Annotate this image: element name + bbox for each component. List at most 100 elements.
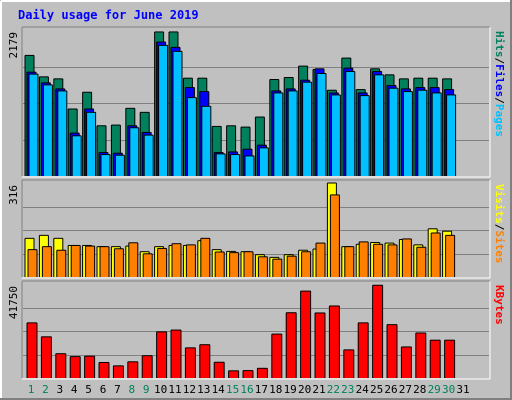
bar-sites-day-6	[99, 246, 110, 277]
bar-pages-day-14	[215, 153, 226, 176]
x-label-day-31: 31	[456, 383, 469, 396]
bar-kbytes-day-14	[213, 361, 225, 378]
bar-sites-day-25	[373, 243, 384, 277]
bar-pages-day-26	[388, 87, 399, 176]
bar-sites-day-20	[301, 251, 312, 277]
bar-pages-day-24	[359, 95, 370, 176]
legend-hits-files-pages: Hits/Files/Pages	[493, 31, 506, 137]
bar-pages-day-16	[244, 155, 255, 176]
bar-kbytes-day-30	[444, 339, 456, 378]
bar-kbytes-day-25	[372, 284, 384, 378]
x-label-day-27: 27	[399, 383, 412, 396]
x-label-day-21: 21	[312, 383, 325, 396]
legend-label-hits: Hits	[493, 31, 506, 58]
y-max-label: 41750	[7, 286, 20, 319]
bar-kbytes-day-9	[141, 355, 153, 378]
bar-pages-day-28	[417, 89, 428, 176]
x-label-day-18: 18	[269, 383, 282, 396]
bar-pages-day-27	[402, 91, 413, 176]
bar-kbytes-day-1	[26, 322, 38, 378]
bar-kbytes-day-8	[127, 361, 139, 378]
bar-pages-day-15	[230, 154, 241, 176]
x-label-day-8: 8	[128, 383, 135, 396]
x-label-day-13: 13	[197, 383, 210, 396]
bar-sites-day-16	[243, 251, 254, 277]
bar-sites-day-11	[171, 243, 182, 277]
bar-pages-day-13	[201, 105, 212, 176]
bar-kbytes-day-6	[98, 361, 110, 378]
bar-kbytes-day-24	[357, 322, 369, 378]
x-label-day-12: 12	[183, 383, 196, 396]
x-label-day-23: 23	[341, 383, 354, 396]
bar-sites-day-2	[41, 246, 52, 277]
bar-pages-day-18	[273, 92, 284, 176]
bar-sites-day-9	[142, 253, 153, 277]
bar-sites-day-26	[387, 244, 398, 277]
legend-separator: /	[493, 97, 506, 104]
x-label-day-19: 19	[284, 383, 297, 396]
x-label-day-29: 29	[428, 383, 441, 396]
bar-pages-day-7	[114, 154, 125, 176]
bar-pages-day-23	[345, 70, 356, 176]
legend-separator: /	[493, 224, 506, 231]
x-label-day-30: 30	[442, 383, 455, 396]
x-label-day-28: 28	[413, 383, 426, 396]
panel-visits-sites: 316 Visits/Sites	[7, 179, 506, 279]
bar-sites-day-29	[430, 232, 441, 277]
bar-kbytes-day-22	[328, 305, 340, 378]
legend-separator: /	[493, 58, 506, 65]
bar-pages-day-29	[431, 92, 442, 176]
legend-visits-sites: Visits/Sites	[493, 184, 506, 264]
bar-kbytes-day-26	[386, 324, 398, 378]
bar-sites-day-30	[445, 234, 456, 277]
bar-sites-day-28	[416, 246, 427, 277]
legend-label-files: Files	[493, 64, 506, 97]
bar-kbytes-day-29	[429, 339, 441, 378]
bar-kbytes-day-21	[314, 312, 326, 378]
x-label-day-5: 5	[85, 383, 92, 396]
x-label-day-16: 16	[240, 383, 253, 396]
bar-pages-day-30	[446, 94, 457, 176]
x-label-day-22: 22	[327, 383, 340, 396]
x-label-day-1: 1	[28, 383, 35, 396]
chart-title: Daily usage for June 2019	[18, 8, 199, 22]
bar-sites-day-23	[344, 246, 355, 277]
bar-sites-day-5	[85, 245, 96, 277]
legend-label-kbytes: KBytes	[493, 285, 506, 325]
bar-pages-day-5	[86, 111, 97, 176]
x-label-day-2: 2	[42, 383, 49, 396]
x-label-day-7: 7	[114, 383, 121, 396]
bar-sites-day-22	[329, 194, 340, 277]
bar-kbytes-day-18	[271, 333, 283, 378]
bar-pages-day-20	[302, 81, 313, 176]
bar-sites-day-24	[358, 241, 369, 277]
bar-kbytes-day-7	[112, 365, 124, 378]
x-label-day-20: 20	[298, 383, 311, 396]
legend-label-sites: Sites	[493, 230, 506, 263]
x-label-day-15: 15	[226, 383, 239, 396]
legend-kbytes: KBytes	[493, 285, 506, 325]
bar-sites-day-21	[315, 242, 326, 277]
bar-kbytes-day-23	[343, 349, 355, 378]
x-label-day-25: 25	[370, 383, 383, 396]
x-label-day-4: 4	[71, 383, 78, 396]
x-label-day-14: 14	[212, 383, 226, 396]
bar-pages-day-9	[143, 134, 154, 176]
bar-kbytes-day-20	[300, 290, 312, 378]
bar-pages-day-10	[158, 44, 169, 176]
bar-sites-day-7	[113, 248, 124, 277]
x-label-day-17: 17	[255, 383, 268, 396]
bar-pages-day-22	[330, 94, 341, 176]
x-label-day-3: 3	[56, 383, 63, 396]
bar-sites-day-27	[401, 238, 412, 277]
bar-kbytes-day-16	[242, 370, 254, 378]
y-max-label: 316	[7, 185, 20, 205]
bar-kbytes-day-13	[199, 344, 211, 378]
bar-pages-day-11	[172, 50, 183, 176]
bar-pages-day-4	[71, 135, 82, 176]
x-axis-labels: 1 2 3 4 5 6 7 8 9 10 11 12 13 14 15 16 17 18 19 20 21 22 23 24 2…	[28, 383, 470, 396]
legend-label-visits: Visits	[493, 184, 506, 224]
bar-kbytes-day-4	[69, 356, 81, 378]
x-label-day-26: 26	[384, 383, 397, 396]
